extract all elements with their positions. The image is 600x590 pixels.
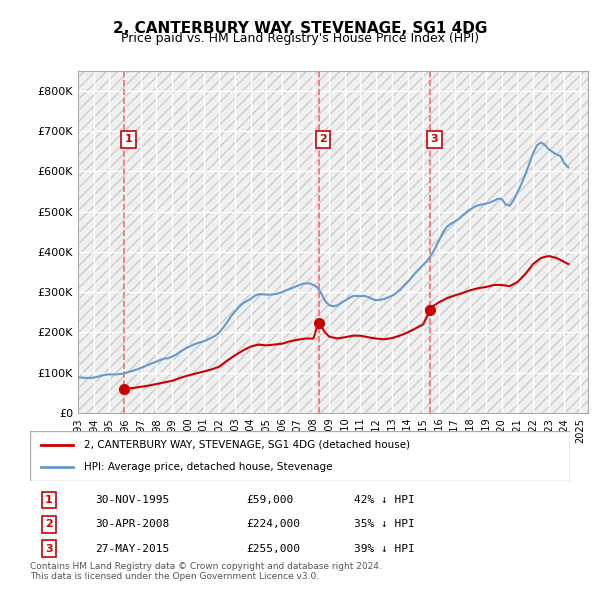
Text: £255,000: £255,000 <box>246 544 300 553</box>
Text: 30-NOV-1995: 30-NOV-1995 <box>95 495 169 505</box>
Text: 2: 2 <box>319 135 327 144</box>
Text: 35% ↓ HPI: 35% ↓ HPI <box>354 519 415 529</box>
Text: £224,000: £224,000 <box>246 519 300 529</box>
Text: 2: 2 <box>45 519 53 529</box>
Text: 2, CANTERBURY WAY, STEVENAGE, SG1 4DG: 2, CANTERBURY WAY, STEVENAGE, SG1 4DG <box>113 21 487 35</box>
Text: 3: 3 <box>431 135 438 144</box>
Text: 30-APR-2008: 30-APR-2008 <box>95 519 169 529</box>
Text: 39% ↓ HPI: 39% ↓ HPI <box>354 544 415 553</box>
FancyBboxPatch shape <box>30 431 570 481</box>
Text: 3: 3 <box>45 544 53 553</box>
Text: 1: 1 <box>45 495 53 505</box>
Text: £59,000: £59,000 <box>246 495 293 505</box>
Text: 2, CANTERBURY WAY, STEVENAGE, SG1 4DG (detached house): 2, CANTERBURY WAY, STEVENAGE, SG1 4DG (d… <box>84 440 410 450</box>
Text: 27-MAY-2015: 27-MAY-2015 <box>95 544 169 553</box>
Text: HPI: Average price, detached house, Stevenage: HPI: Average price, detached house, Stev… <box>84 462 332 472</box>
Text: Contains HM Land Registry data © Crown copyright and database right 2024.
This d: Contains HM Land Registry data © Crown c… <box>30 562 382 581</box>
Text: 1: 1 <box>125 135 133 144</box>
Text: Price paid vs. HM Land Registry's House Price Index (HPI): Price paid vs. HM Land Registry's House … <box>121 32 479 45</box>
Text: 42% ↓ HPI: 42% ↓ HPI <box>354 495 415 505</box>
